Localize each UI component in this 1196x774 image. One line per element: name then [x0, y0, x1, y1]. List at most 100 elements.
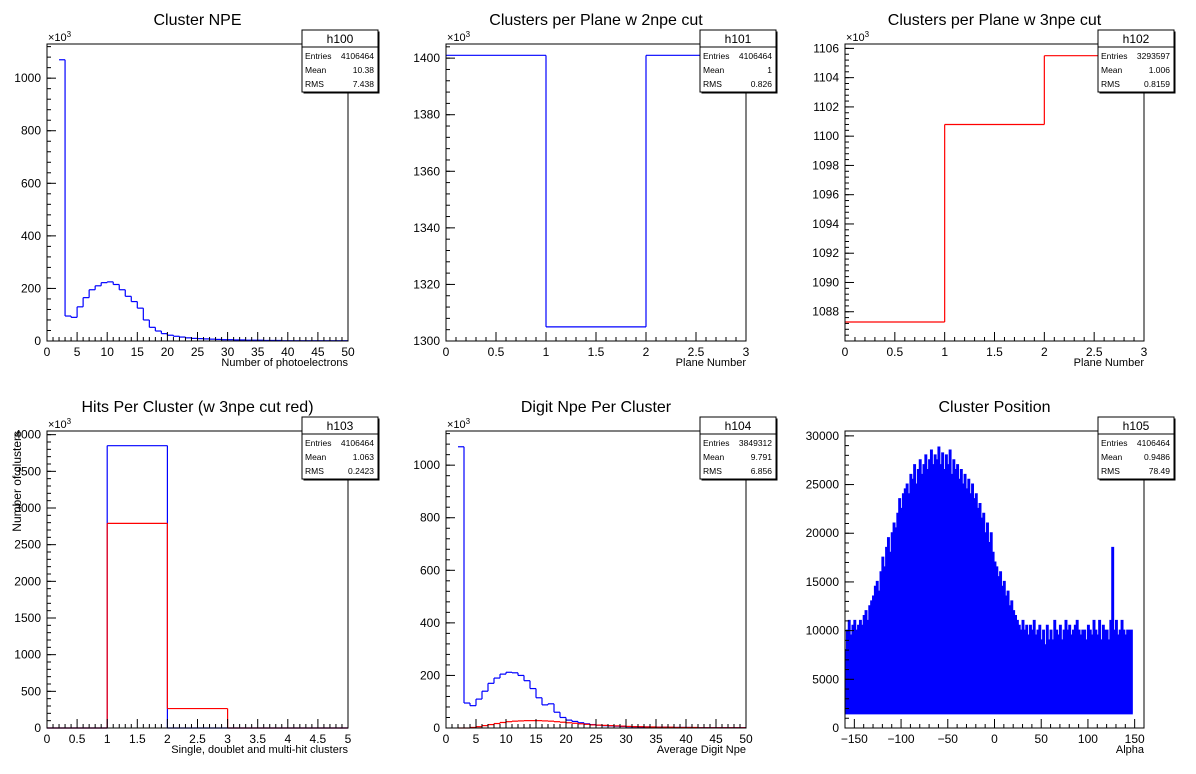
y-tick-label: 3500	[14, 464, 41, 478]
stats-value: 3849312	[739, 438, 772, 448]
x-axis-title: Average Digit Npe	[657, 744, 746, 756]
stats-value: 0.2423	[348, 466, 374, 476]
x-tick-label: 3	[224, 732, 231, 746]
y-tick-label: 0	[832, 721, 839, 735]
stats-label: RMS	[305, 466, 324, 476]
y-exponent-label: ×103	[447, 417, 471, 431]
x-tick-label: 35	[251, 345, 265, 359]
x-tick-label: 0	[443, 732, 450, 746]
y-tick-label: 1300	[413, 334, 440, 348]
y-tick-label: 1104	[813, 71, 839, 85]
y-tick-label: 1102	[813, 100, 839, 114]
y-axis-title: Number of clusters	[10, 431, 24, 532]
x-tick-label: −50	[938, 732, 959, 746]
x-axis-title: Plane Number	[676, 357, 747, 369]
stats-label: RMS	[1101, 466, 1120, 476]
stats-box-frame	[699, 29, 777, 93]
y-exponent-label: ×103	[447, 30, 471, 44]
series-1	[845, 55, 1144, 323]
x-tick-label: 3.5	[249, 732, 266, 746]
x-tick-label: 40	[281, 345, 295, 359]
x-tick-label: 1.5	[986, 345, 1003, 359]
stats-box-frame	[301, 416, 379, 480]
y-tick-label: 3000	[14, 501, 41, 515]
y-tick-label: 0	[34, 721, 41, 735]
x-tick-label: 2.5	[688, 345, 705, 359]
y-exponent-label: ×103	[846, 30, 870, 44]
series-1	[458, 446, 746, 729]
stats-name: h100	[327, 32, 354, 46]
y-tick-label: 1000	[413, 458, 440, 472]
stats-value: 6.856	[751, 466, 773, 476]
x-tick-label: 2.5	[1086, 345, 1103, 359]
stats-box: h102 Entries 3293597 Mean 1.006 RMS 0.8159	[1097, 29, 1176, 94]
stats-value: 4106464	[739, 51, 772, 61]
y-tick-label: 1092	[812, 246, 839, 260]
chart-panel-6: Cluster Position −150 −100 −50 0 50 100 150 0 500…	[806, 399, 1176, 756]
stats-label: Entries	[1101, 51, 1127, 61]
stats-label: Entries	[305, 51, 331, 61]
x-tick-label: 2	[643, 345, 650, 359]
chart-title: Cluster Position	[938, 399, 1050, 416]
stats-box-frame	[1097, 29, 1175, 93]
stats-name: h102	[1123, 32, 1150, 46]
x-tick-label: 45	[311, 345, 325, 359]
stats-label: Mean	[703, 65, 725, 75]
x-tick-label: 1.5	[588, 345, 605, 359]
chart-title: Digit Npe Per Cluster	[521, 399, 672, 416]
chart-title: Clusters per Plane w 2npe cut	[489, 12, 703, 29]
x-tick-label: 0	[44, 345, 51, 359]
y-tick-label: 400	[420, 616, 440, 630]
x-tick-label: 0.5	[488, 345, 505, 359]
series-1	[47, 445, 348, 729]
x-tick-label: 2	[164, 732, 171, 746]
x-tick-label: 4.5	[310, 732, 327, 746]
x-tick-label: 0	[842, 345, 849, 359]
y-tick-label: 2000	[14, 574, 41, 588]
y-tick-label: 600	[21, 176, 41, 190]
stats-box: h103 Entries 4106464 Mean 1.063 RMS 0.2423	[301, 416, 380, 481]
y-tick-label: 20000	[806, 526, 840, 540]
x-tick-label: 25	[191, 345, 205, 359]
stats-value: 7.438	[353, 79, 375, 89]
x-axis-title: Number of photoelectrons	[221, 357, 348, 369]
y-tick-label: 1100	[813, 129, 839, 143]
y-tick-label: 1360	[413, 164, 440, 178]
stats-label: Entries	[1101, 438, 1127, 448]
x-tick-label: 30	[619, 732, 633, 746]
stats-value: 1.063	[353, 452, 375, 462]
y-tick-label: 1088	[812, 305, 839, 319]
stats-label: RMS	[305, 79, 324, 89]
stats-value: 78.49	[1149, 466, 1171, 476]
y-tick-label: 1340	[413, 221, 440, 235]
x-tick-label: 5	[74, 345, 81, 359]
chart-title: Hits Per Cluster (w 3npe cut red)	[81, 399, 313, 416]
stats-box: h100 Entries 4106464 Mean 10.38 RMS 7.438	[301, 29, 380, 94]
x-tick-label: 20	[161, 345, 175, 359]
y-tick-label: 1090	[812, 275, 839, 289]
chart-title: Cluster NPE	[153, 12, 241, 29]
stats-value: 4106464	[1137, 438, 1170, 448]
y-exponent-label: ×103	[48, 30, 72, 44]
x-tick-label: 100	[1078, 732, 1098, 746]
series-1	[844, 446, 1133, 715]
y-exponent-label: ×103	[48, 417, 72, 431]
y-tick-label: 0	[34, 334, 41, 348]
stats-value: 4106464	[341, 438, 374, 448]
stats-box: h105 Entries 4106464 Mean 0.9486 RMS 78.49	[1097, 416, 1176, 481]
chart-panel-4: Hits Per Cluster (w 3npe cut red) 0 0.5 1 1.…	[10, 399, 380, 756]
x-tick-label: 0	[44, 732, 51, 746]
x-tick-label: 50	[1035, 732, 1049, 746]
y-tick-label: 1096	[812, 188, 839, 202]
y-tick-label: 200	[21, 281, 41, 295]
y-tick-label: 4000	[14, 428, 41, 442]
x-tick-label: 1.5	[129, 732, 146, 746]
y-tick-label: 200	[420, 668, 440, 682]
x-tick-label: 30	[221, 345, 235, 359]
series-1	[59, 59, 348, 342]
y-tick-label: 400	[21, 229, 41, 243]
stats-value: 3293597	[1137, 51, 1170, 61]
x-tick-label: 20	[559, 732, 573, 746]
y-tick-label: 800	[420, 511, 440, 525]
